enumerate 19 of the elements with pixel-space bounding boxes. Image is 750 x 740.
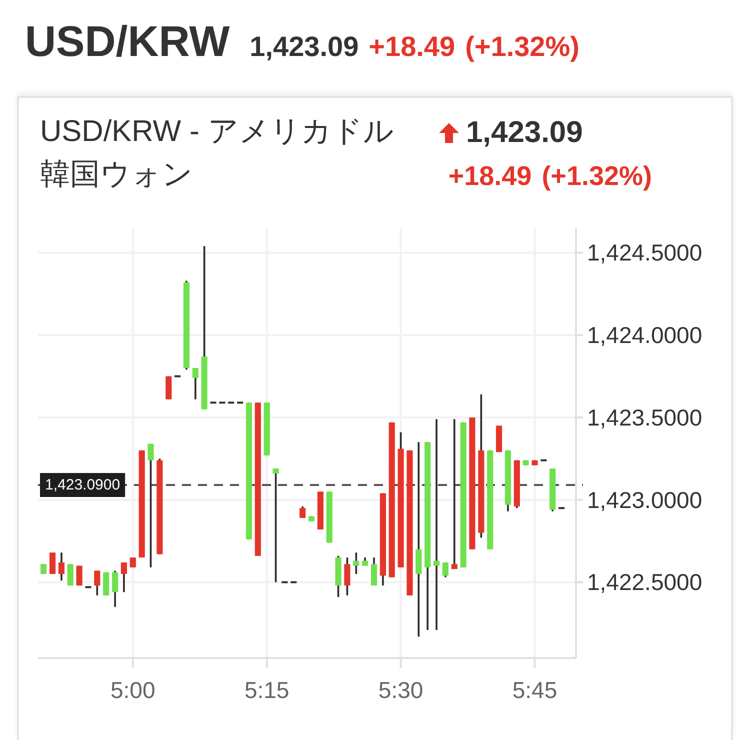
y-tick-label: 1,422.5000	[587, 569, 702, 596]
x-tick-label: 5:45	[512, 677, 558, 703]
text: (+1.32%)	[542, 161, 652, 191]
y-tick-label: 1,424.5000	[587, 240, 702, 266]
text: 1,423.09	[250, 30, 359, 64]
text: +18.49	[368, 30, 456, 64]
x-tick-label: 5:15	[244, 677, 290, 703]
y-tick-label: 1,424.0000	[587, 322, 702, 348]
chart-subtitle: USD/KRW - アメリカドル韓国ウォン	[40, 114, 395, 193]
y-tick-label: 1,423.5000	[587, 404, 702, 430]
text: (+1.32%)	[465, 30, 580, 64]
text: 1,423.09	[466, 115, 583, 151]
x-tick-label: 5:00	[110, 677, 156, 703]
y-tick-label: 1,423.0000	[587, 486, 702, 513]
chart-title: USD/KRW	[25, 17, 230, 68]
ref-label: 1,423.0900	[40, 473, 126, 497]
x-tick-label: 5:30	[378, 677, 424, 703]
ref-line-label: 1,423.0900	[45, 476, 120, 494]
text: +18.49	[448, 161, 532, 191]
